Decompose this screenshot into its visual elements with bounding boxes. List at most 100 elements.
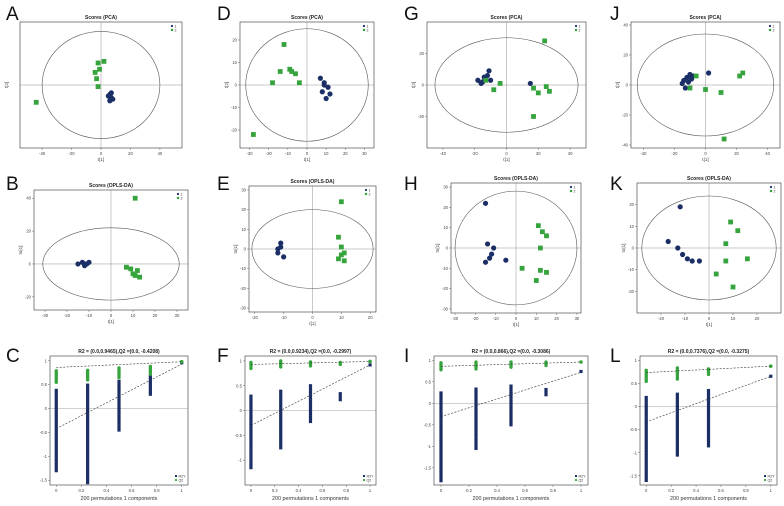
score-point [338, 199, 344, 205]
score-point [723, 258, 729, 264]
y-tick-label: 40 [623, 23, 628, 28]
panel-letter: C [6, 346, 20, 367]
legend-marker [768, 24, 772, 28]
panel-k: K Scores (OPLS-DA) -20 -10 0 10 20 -20 -10 0 10 20 t… [610, 174, 782, 327]
r2-point [54, 431, 58, 435]
x-tick-label: 20 [343, 151, 348, 156]
r2-point [474, 439, 478, 443]
r2-point [439, 432, 443, 436]
legend-marker [176, 192, 180, 196]
x-tick-label: 40 [158, 151, 163, 156]
score-point [486, 68, 492, 74]
score-point [128, 266, 134, 272]
x-tick-label: 0.2 [466, 488, 472, 493]
r2-point [439, 406, 443, 411]
x-tick-label: -40 [640, 151, 647, 156]
score-point [277, 69, 283, 74]
x-tick-label: 0 [311, 315, 314, 320]
r2-point [644, 401, 648, 405]
r2-point [675, 445, 679, 449]
x-tick-label: 0.6 [319, 488, 325, 493]
r2-point [769, 374, 773, 378]
r2-point [308, 387, 313, 391]
r2-point [308, 413, 313, 418]
x-axis-label: 200 permutations 1 components [670, 496, 747, 502]
score-point [108, 90, 114, 96]
score-point [107, 98, 113, 104]
score-point [478, 80, 484, 87]
x-tick-label: -20 [64, 313, 71, 318]
r2-point [474, 402, 478, 407]
legend-label: 2 [181, 196, 183, 200]
legend-label: R2Y [179, 474, 187, 478]
score-point [687, 85, 693, 91]
legend-label: 2 [175, 28, 177, 32]
plot-title: R2 = (0.0,0.9234),Q2 =(0.0, -0.2997) [270, 349, 352, 355]
r2-point [86, 429, 90, 433]
y-tick-label: 20 [443, 205, 448, 210]
r2-point [439, 422, 443, 426]
r2-point [644, 434, 648, 438]
r2-point [675, 392, 679, 396]
r2-point [54, 443, 58, 447]
panel-letter: D [217, 4, 231, 25]
score-point [132, 195, 138, 201]
r2-point [86, 392, 90, 396]
r2-point [86, 412, 90, 416]
r2-point [509, 384, 513, 388]
y-tick-label: -10 [442, 266, 449, 271]
r2-point [279, 431, 283, 435]
plot-title: Scores (OPLS-DA) [291, 179, 335, 185]
r2-point [54, 403, 58, 407]
y-tick-label: -20 [231, 128, 238, 133]
r2-point [474, 395, 478, 399]
r2-point [279, 410, 283, 414]
score-point [92, 70, 98, 75]
r2-point [675, 436, 679, 441]
r2-point [86, 409, 90, 413]
panel-l: L R2 = (0.0,0.7376),Q2 =(0.0, -0.3275) 0 0.… [610, 346, 778, 502]
r2-point [249, 400, 253, 404]
r2-point [308, 402, 313, 406]
r2-point [249, 439, 253, 443]
score-point [341, 258, 347, 264]
x-tick-label: 0.8 [743, 488, 749, 493]
r2-point [54, 463, 58, 467]
r2-point [644, 420, 648, 424]
y-tick-label: 0 [235, 83, 238, 88]
r2-point [86, 389, 90, 393]
q2-point [85, 368, 90, 373]
y-tick-label: -1 [633, 450, 637, 455]
score-point [97, 66, 102, 72]
r2-point [706, 391, 711, 395]
r2-point [249, 427, 253, 431]
r2-point [54, 414, 58, 418]
r2-point [439, 453, 443, 457]
r2-point [308, 396, 313, 400]
r2-point [675, 398, 679, 402]
r2-point [474, 397, 478, 402]
score-point [482, 259, 489, 265]
r2-point [117, 388, 121, 392]
r2-point [644, 426, 648, 430]
q2-point [474, 360, 478, 364]
r2-point [249, 457, 253, 461]
legend-label: 2 [574, 189, 576, 193]
score-point [542, 38, 548, 44]
x-tick-label: -40 [39, 151, 46, 156]
r2-point [706, 424, 711, 429]
r2-point [148, 381, 152, 385]
r2-point [54, 446, 58, 450]
r2-point [706, 438, 711, 442]
r2-point [54, 428, 58, 433]
legend-label: 2 [367, 28, 369, 32]
r2-point [54, 394, 58, 398]
panel-letter: H [404, 174, 418, 195]
r2-point [706, 411, 711, 415]
x-tick-label: 20 [536, 151, 541, 156]
y-tick-label: 0 [429, 401, 432, 406]
y-tick-label: -20 [25, 294, 32, 299]
r2-point [86, 435, 90, 439]
y-tick-label: 0.5 [236, 383, 242, 388]
r2-point [439, 396, 443, 400]
